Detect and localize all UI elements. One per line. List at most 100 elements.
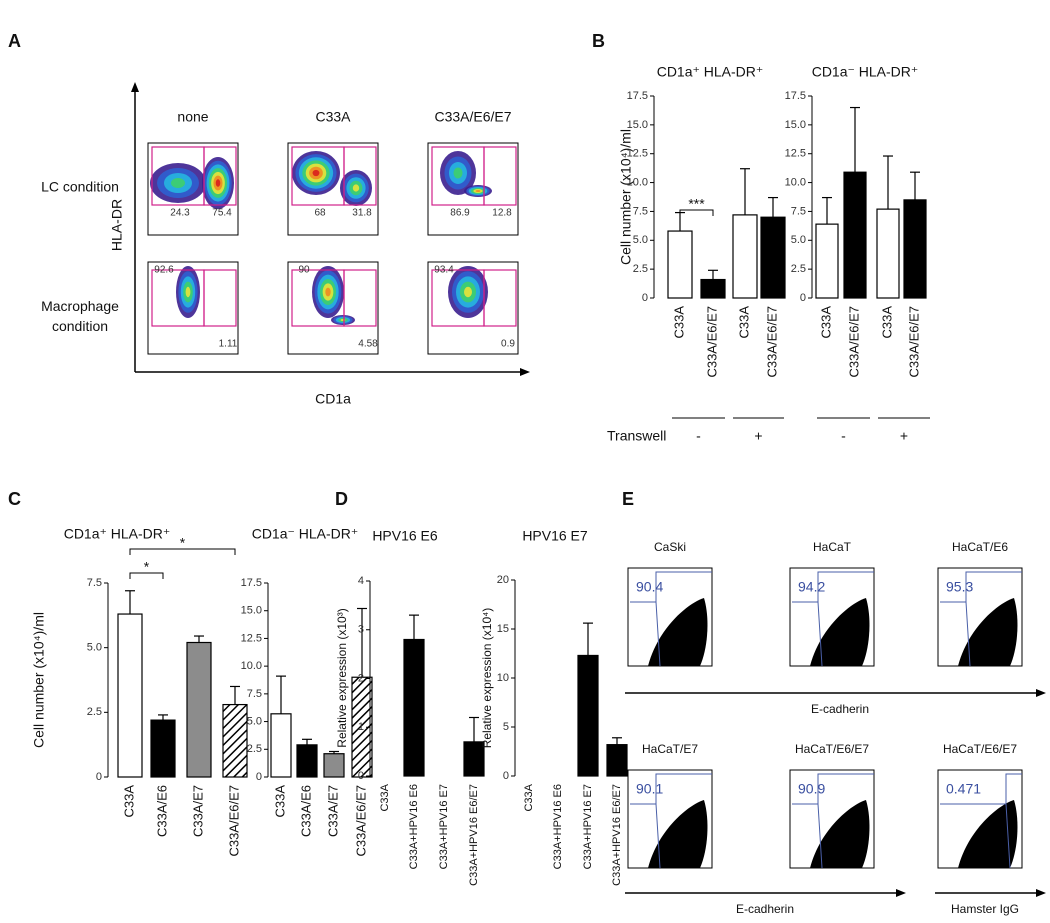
panel-label: C bbox=[8, 489, 21, 509]
gate bbox=[792, 773, 874, 805]
gate-value: 0.9 bbox=[501, 339, 515, 350]
chart-title: CD1a⁻ HLA-DR⁺ bbox=[812, 64, 919, 80]
y-tick-label: 17.5 bbox=[627, 90, 648, 102]
bar bbox=[667, 230, 693, 299]
x-tick-label: C33A/E6 bbox=[298, 785, 313, 837]
y-tick-label: 10.0 bbox=[785, 176, 806, 188]
density-blob bbox=[352, 184, 360, 192]
density-blob bbox=[340, 319, 346, 321]
chart-title: CD1a⁺ HLA-DR⁺ bbox=[64, 526, 171, 542]
bar bbox=[732, 214, 758, 299]
bar bbox=[700, 278, 726, 299]
x-tick-label: C33A+HPV16 E6/E7 bbox=[611, 784, 623, 886]
x-tick-label: C33A/E6/E7 bbox=[846, 306, 861, 378]
column-title: C33A/E6/E7 bbox=[434, 109, 511, 125]
panel-label: B bbox=[592, 31, 605, 51]
x-tick-label: C33A/E6/E7 bbox=[353, 785, 368, 857]
gate-value: 1.11 bbox=[219, 339, 238, 350]
y-tick-label: 12.5 bbox=[785, 148, 806, 160]
x-tick-label: C33A/E6/E7 bbox=[226, 785, 241, 857]
gate bbox=[431, 146, 485, 206]
y-tick-label: 20 bbox=[497, 574, 509, 586]
y-tick-label: 15.0 bbox=[785, 119, 806, 131]
y-tick-label: 10.0 bbox=[627, 176, 648, 188]
y-tick-label: 0 bbox=[642, 292, 648, 304]
gate bbox=[792, 571, 874, 603]
y-tick-label: 2 bbox=[358, 672, 364, 684]
panel-label: E bbox=[622, 489, 634, 509]
bar bbox=[117, 613, 143, 778]
axis-label: HLA-DR bbox=[109, 199, 125, 251]
x-tick-label: C33A bbox=[879, 306, 894, 339]
gate-value: 95.3 bbox=[946, 579, 973, 595]
dot-cloud bbox=[810, 800, 870, 868]
gate-value: 94.2 bbox=[798, 579, 825, 595]
plot-title: HaCaT/E6 bbox=[952, 540, 1008, 554]
row-label: Macrophage condition bbox=[41, 298, 119, 334]
gate bbox=[940, 773, 1022, 805]
x-tick-label: C33A/E7 bbox=[325, 785, 340, 837]
bar bbox=[760, 216, 786, 299]
group-title: Transwell bbox=[607, 428, 666, 444]
x-tick-label: C33A+HPV16 E7 bbox=[582, 784, 594, 869]
axis-label: CD1a bbox=[315, 391, 351, 407]
y-tick-label: 0 bbox=[503, 770, 509, 782]
arrow-head bbox=[1036, 689, 1046, 697]
group-label: + bbox=[900, 428, 908, 444]
x-tick-label: C33A/E7 bbox=[190, 785, 205, 837]
chart-title: HPV16 E6 bbox=[372, 528, 438, 544]
x-tick-label: C33A+HPV16 E6/E7 bbox=[468, 784, 480, 886]
bar bbox=[903, 199, 927, 299]
axis-label: Hamster IgG bbox=[951, 902, 1019, 916]
bar bbox=[843, 171, 867, 299]
sig-bracket bbox=[129, 548, 236, 555]
row-label: LC condition bbox=[41, 179, 119, 195]
bar bbox=[150, 719, 176, 778]
bar bbox=[296, 744, 318, 778]
sig-bracket bbox=[679, 209, 714, 216]
bar bbox=[270, 713, 292, 778]
y-tick-label: 0 bbox=[358, 770, 364, 782]
y-tick-label: 15.0 bbox=[241, 605, 262, 617]
dot-cloud bbox=[810, 598, 870, 666]
y-tick-label: 3 bbox=[358, 624, 364, 636]
arrow-head bbox=[896, 889, 906, 897]
gate-value: 90 bbox=[298, 265, 310, 276]
x-tick-label: C33A+HPV16 E7 bbox=[438, 784, 450, 869]
gate-value: 31.8 bbox=[352, 208, 372, 219]
x-tick-label: C33A/E6 bbox=[154, 785, 169, 837]
bar bbox=[815, 223, 839, 299]
y-axis-label: Relative expression (x10⁴) bbox=[480, 608, 494, 749]
arrow-head bbox=[131, 82, 139, 92]
y-tick-label: 0 bbox=[96, 771, 102, 783]
gate bbox=[940, 571, 1022, 603]
y-tick-label: 2.5 bbox=[633, 263, 648, 275]
gate-value: 75.4 bbox=[212, 208, 232, 219]
y-tick-label: 10.0 bbox=[241, 660, 262, 672]
gate-value: 90.4 bbox=[636, 579, 663, 595]
density-blob bbox=[475, 190, 481, 192]
gate-value: 0.471 bbox=[946, 781, 981, 797]
plot-title: CaSki bbox=[654, 540, 686, 554]
dot-cloud bbox=[648, 598, 708, 666]
y-tick-label: 10 bbox=[497, 672, 509, 684]
group-label: - bbox=[696, 428, 701, 444]
panel-label: A bbox=[8, 31, 21, 51]
chart-title: CD1a⁻ HLA-DR⁺ bbox=[252, 526, 359, 542]
x-tick-label: C33A bbox=[736, 306, 751, 339]
axis-label: E-cadherin bbox=[736, 902, 794, 916]
density-blob bbox=[171, 178, 185, 188]
bar bbox=[403, 638, 425, 777]
y-tick-label: 7.5 bbox=[633, 205, 648, 217]
gate-value: 24.3 bbox=[170, 208, 190, 219]
y-axis-label: Cell number (x10⁴)/ml bbox=[31, 612, 47, 748]
x-tick-label: C33A bbox=[818, 306, 833, 339]
bar bbox=[323, 753, 345, 778]
bar bbox=[186, 641, 212, 778]
bar bbox=[606, 744, 628, 777]
gate-value: 92.6 bbox=[154, 265, 174, 276]
plot-title: HaCaT/E7 bbox=[642, 742, 698, 756]
y-tick-label: 2.5 bbox=[247, 743, 262, 755]
